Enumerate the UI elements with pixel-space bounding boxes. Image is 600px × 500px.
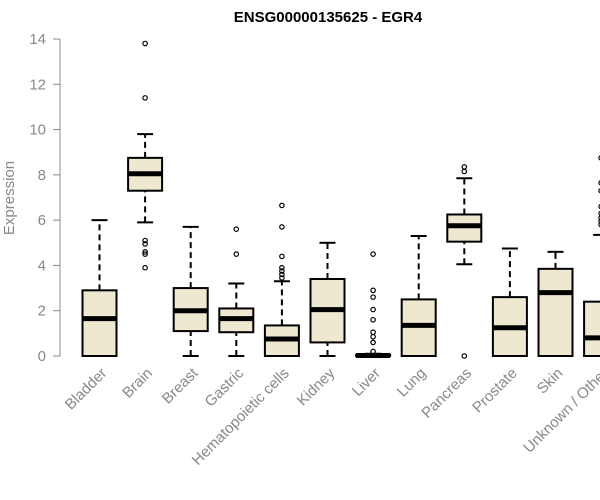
- box-pancreas: [446, 164, 483, 359]
- x-tick-label: Lung: [394, 365, 430, 401]
- y-tick-label: 0: [38, 348, 46, 365]
- box-breast: [172, 225, 209, 357]
- box-rect: [583, 300, 600, 357]
- outlier-point: [370, 287, 376, 294]
- x-tick-label: Brain: [119, 365, 156, 402]
- outlier-point: [370, 329, 376, 336]
- outlier-point: [370, 339, 376, 346]
- outlier-point: [142, 95, 148, 101]
- outlier-point: [142, 249, 148, 255]
- outlier-point: [233, 251, 240, 257]
- outlier-point: [279, 271, 285, 278]
- y-axis-label: Expression: [1, 161, 18, 235]
- outlier-point: [142, 241, 148, 247]
- outlier-point: [279, 275, 285, 281]
- outlier-point: [461, 164, 468, 170]
- y-tick-label: 4: [38, 257, 46, 274]
- x-tick-label: Skin: [534, 365, 567, 398]
- outlier-point: [370, 316, 376, 323]
- outlier-point: [598, 215, 600, 221]
- box-prostate: [491, 247, 528, 357]
- outlier-point: [370, 251, 376, 257]
- outlier-point: [233, 226, 240, 233]
- box-liver: [355, 251, 392, 359]
- y-axis: 0 2 4 6 8 10 12 14: [29, 31, 61, 365]
- outlier-point: [598, 210, 600, 216]
- x-tick-label: Kidney: [294, 364, 339, 409]
- outlier-point: [279, 268, 285, 274]
- x-tick-label: Breast: [159, 364, 202, 407]
- boxes-layer: [81, 40, 600, 359]
- outlier-point: [142, 264, 148, 271]
- outlier-point: [279, 264, 285, 271]
- outlier-point: [598, 218, 600, 224]
- y-tick-label: 12: [29, 76, 46, 93]
- outlier-point: [279, 253, 285, 260]
- outlier-point: [598, 155, 600, 161]
- outlier-point: [461, 168, 468, 175]
- box-gastric: [218, 226, 255, 357]
- x-tick-label: Liver: [349, 365, 384, 400]
- outlier-point: [370, 294, 376, 300]
- outlier-point: [142, 40, 148, 47]
- chart-title: ENSG00000135625 - EGR4: [234, 9, 423, 26]
- x-tick-label: Bladder: [62, 365, 111, 414]
- outlier-point: [598, 180, 600, 186]
- box-hematopoietic-cells: [263, 202, 300, 357]
- outlier-point: [598, 203, 600, 210]
- y-tick-label: 8: [38, 167, 46, 184]
- box-kidney: [309, 241, 346, 357]
- x-tick-label: Gastric: [202, 364, 248, 410]
- outlier-point: [142, 237, 148, 244]
- outlier-point: [461, 353, 468, 359]
- x-tick-label: Prostate: [469, 365, 521, 417]
- box-skin: [537, 250, 574, 358]
- outlier-point: [598, 188, 600, 194]
- box-rect: [537, 267, 574, 358]
- outlier-point: [370, 333, 376, 340]
- outlier-point: [370, 348, 376, 355]
- box-rect: [81, 289, 118, 358]
- outlier-point: [142, 251, 148, 257]
- x-tick-label: Pancreas: [418, 365, 475, 422]
- outlier-point: [279, 202, 285, 209]
- box-unknown-other: [583, 155, 600, 357]
- outlier-point: [370, 306, 376, 313]
- y-tick-label: 10: [29, 122, 46, 139]
- box-lung: [400, 234, 437, 357]
- box-brain: [127, 40, 164, 271]
- box-bladder: [81, 219, 118, 358]
- outlier-point: [598, 222, 600, 228]
- y-tick-label: 14: [29, 31, 46, 48]
- outlier-point: [279, 224, 285, 230]
- y-tick-label: 2: [38, 303, 46, 320]
- y-tick-label: 6: [38, 212, 46, 229]
